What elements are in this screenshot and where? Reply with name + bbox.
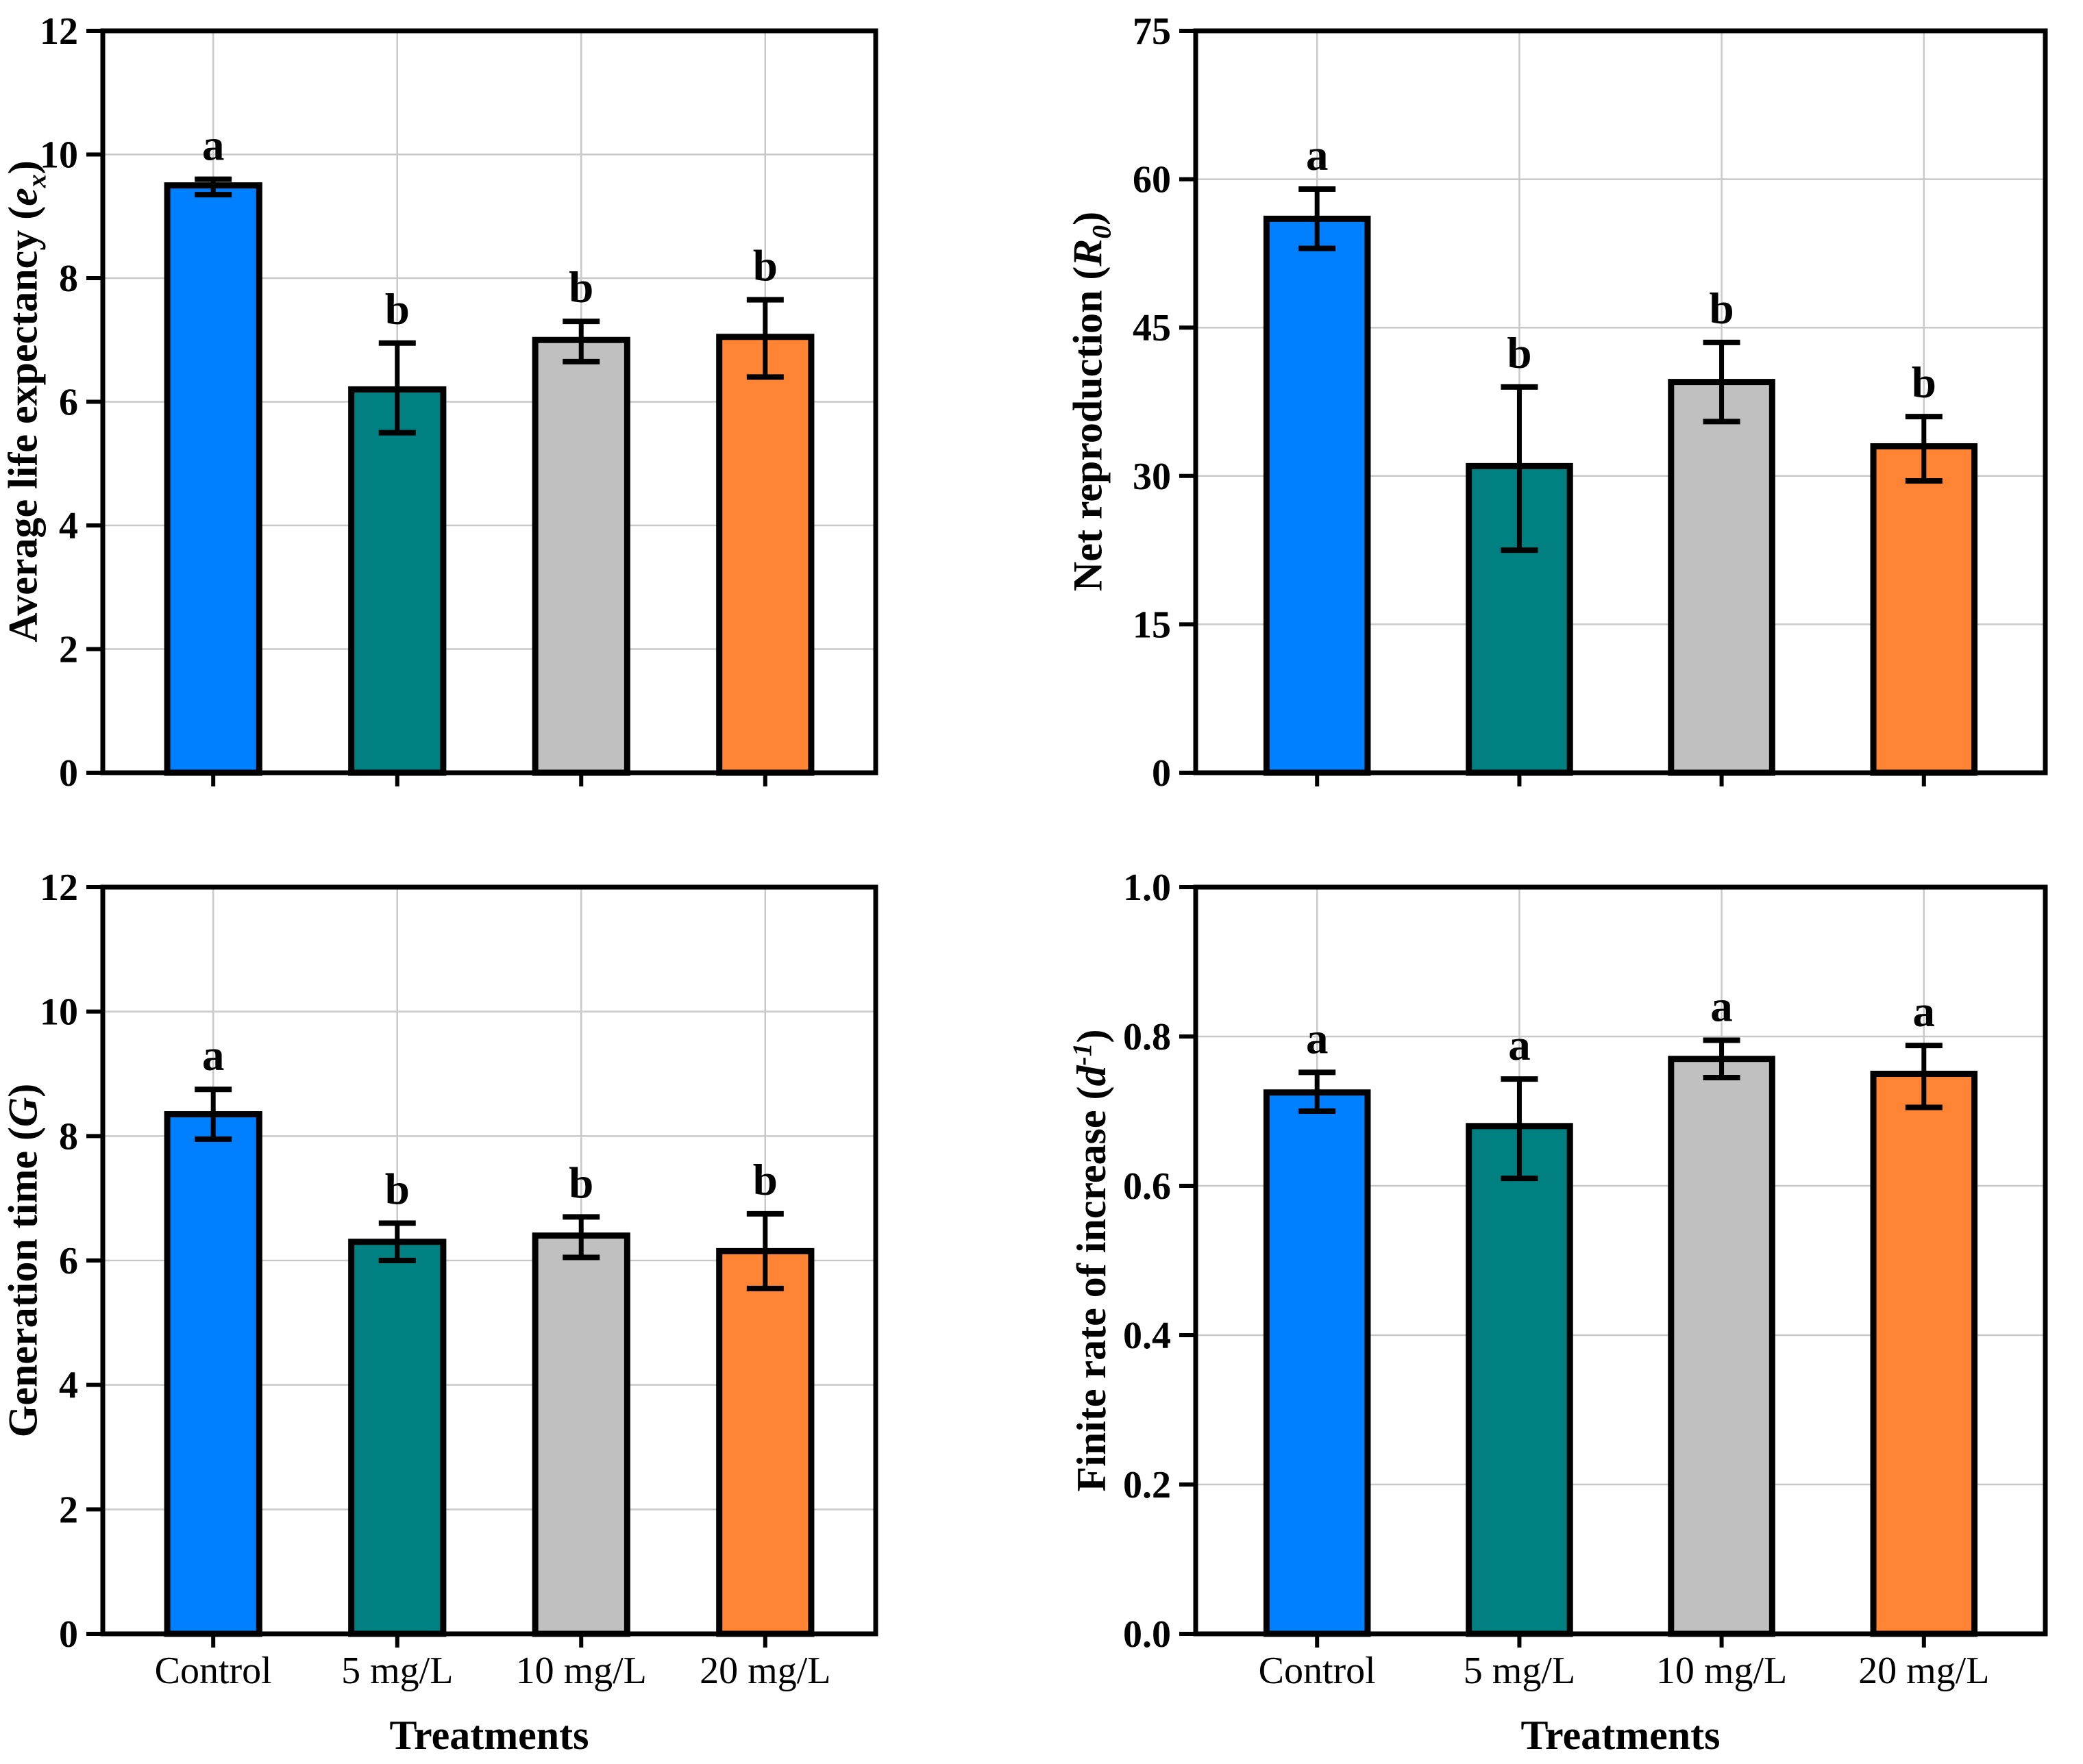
y-tick-label: 75 (1133, 10, 1171, 53)
significance-letter: a (1913, 987, 1936, 1036)
bar-control (164, 182, 262, 776)
bar-control (1263, 1089, 1371, 1637)
x-tick-label: 10 mg/L (516, 1650, 647, 1692)
significance-letter: b (569, 263, 593, 312)
significance-letter: b (385, 1165, 410, 1215)
bar-control (164, 1111, 262, 1637)
bar-control (1263, 215, 1371, 776)
bar-10-mg-l (1668, 1056, 1775, 1637)
bar-20-mg-l (1870, 443, 1978, 776)
x-tick-label: 5 mg/L (341, 1650, 453, 1692)
significance-letter: a (1306, 1014, 1329, 1063)
math-symbol: R0 (1065, 225, 1117, 266)
y-tick-label: 0.4 (1123, 1315, 1171, 1357)
significance-letter: a (202, 1031, 225, 1080)
significance-letter: a (202, 121, 225, 171)
y-tick-label: 0.8 (1123, 1016, 1171, 1058)
x-tick-label: 5 mg/L (1464, 1650, 1575, 1692)
significance-letter: b (569, 1158, 593, 1208)
y-tick-label: 10 (40, 134, 78, 177)
x-tick-label: Control (1259, 1650, 1376, 1692)
y-tick-label: 0 (1152, 752, 1171, 795)
panel-frame (1193, 884, 2048, 1637)
y-axis-title-generation-time: Generation time (G) (0, 1083, 46, 1438)
significance-letter: b (1912, 358, 1936, 408)
x-axis-title: Treatments (389, 1713, 589, 1758)
y-tick-label: 4 (59, 505, 78, 547)
significance-letter: a (1508, 1021, 1531, 1070)
x-tick-label: 20 mg/L (700, 1650, 830, 1692)
y-axis-title-text: Average life expectancy ( (0, 206, 46, 643)
y-tick-label: 45 (1133, 307, 1171, 349)
y-tick-label: 0.2 (1123, 1464, 1171, 1506)
x-axis-title: Treatments (1520, 1713, 1720, 1758)
y-tick-label: 10 (40, 991, 78, 1034)
bar-5-mg-l (348, 386, 447, 776)
y-tick-label: 8 (59, 1115, 78, 1158)
y-tick-label: 0 (59, 1613, 78, 1656)
bar-20-mg-l (716, 334, 815, 776)
bar-10-mg-l (1668, 379, 1775, 776)
y-tick-label: 6 (59, 1240, 78, 1282)
y-tick-label: 30 (1133, 456, 1171, 498)
y-tick-label: 1.0 (1123, 867, 1171, 909)
y-axis-title-finite-rate-of-increase: Finite rate of increase (d-1) (1067, 1029, 1114, 1492)
y-axis-title-average-life-expectancy: Average life expectancy (ex) (0, 160, 52, 643)
x-tick-label: 10 mg/L (1656, 1650, 1787, 1692)
y-tick-label: 0.6 (1123, 1165, 1171, 1208)
x-tick-label: 20 mg/L (1858, 1650, 1989, 1692)
bar-10-mg-l (532, 336, 630, 776)
bar-20-mg-l (1870, 1071, 1978, 1637)
panel-frame (1193, 28, 2048, 775)
y-tick-label: 8 (59, 258, 78, 300)
bar-20-mg-l (716, 1247, 815, 1637)
math-symbol: G (0, 1097, 46, 1128)
y-tick-label: 12 (40, 867, 78, 909)
y-tick-label: 6 (59, 382, 78, 424)
significance-letter: b (753, 1156, 778, 1205)
significance-letter: a (1306, 131, 1329, 180)
math-symbol: d-1 (1067, 1043, 1114, 1086)
y-tick-label: 4 (59, 1365, 78, 1407)
y-tick-label: 0 (59, 752, 78, 795)
significance-letter: a (1710, 982, 1733, 1031)
y-tick-label: 2 (59, 1489, 78, 1531)
y-tick-label: 12 (40, 10, 78, 53)
bar-5-mg-l (1466, 1123, 1573, 1637)
y-tick-label: 2 (59, 629, 78, 671)
bar-5-mg-l (348, 1239, 447, 1637)
y-axis-title-net-reproduction: Net reproduction (R0) (1065, 211, 1117, 592)
significance-letter: b (1709, 284, 1734, 334)
math-symbol: ex (0, 174, 52, 206)
y-axis-title-text: Finite rate of increase ( (1069, 1086, 1114, 1492)
y-tick-label: 0.0 (1123, 1613, 1171, 1656)
y-axis-title-text: Net reproduction ( (1065, 266, 1111, 592)
y-tick-label: 15 (1133, 604, 1171, 646)
x-tick-label: Control (155, 1650, 272, 1692)
significance-letter: b (1507, 329, 1531, 378)
y-tick-label: 60 (1133, 159, 1171, 201)
bar-10-mg-l (532, 1232, 630, 1637)
y-axis-title-text: Generation time ( (0, 1127, 46, 1438)
significance-letter: b (385, 285, 410, 334)
significance-letter: b (753, 242, 778, 291)
